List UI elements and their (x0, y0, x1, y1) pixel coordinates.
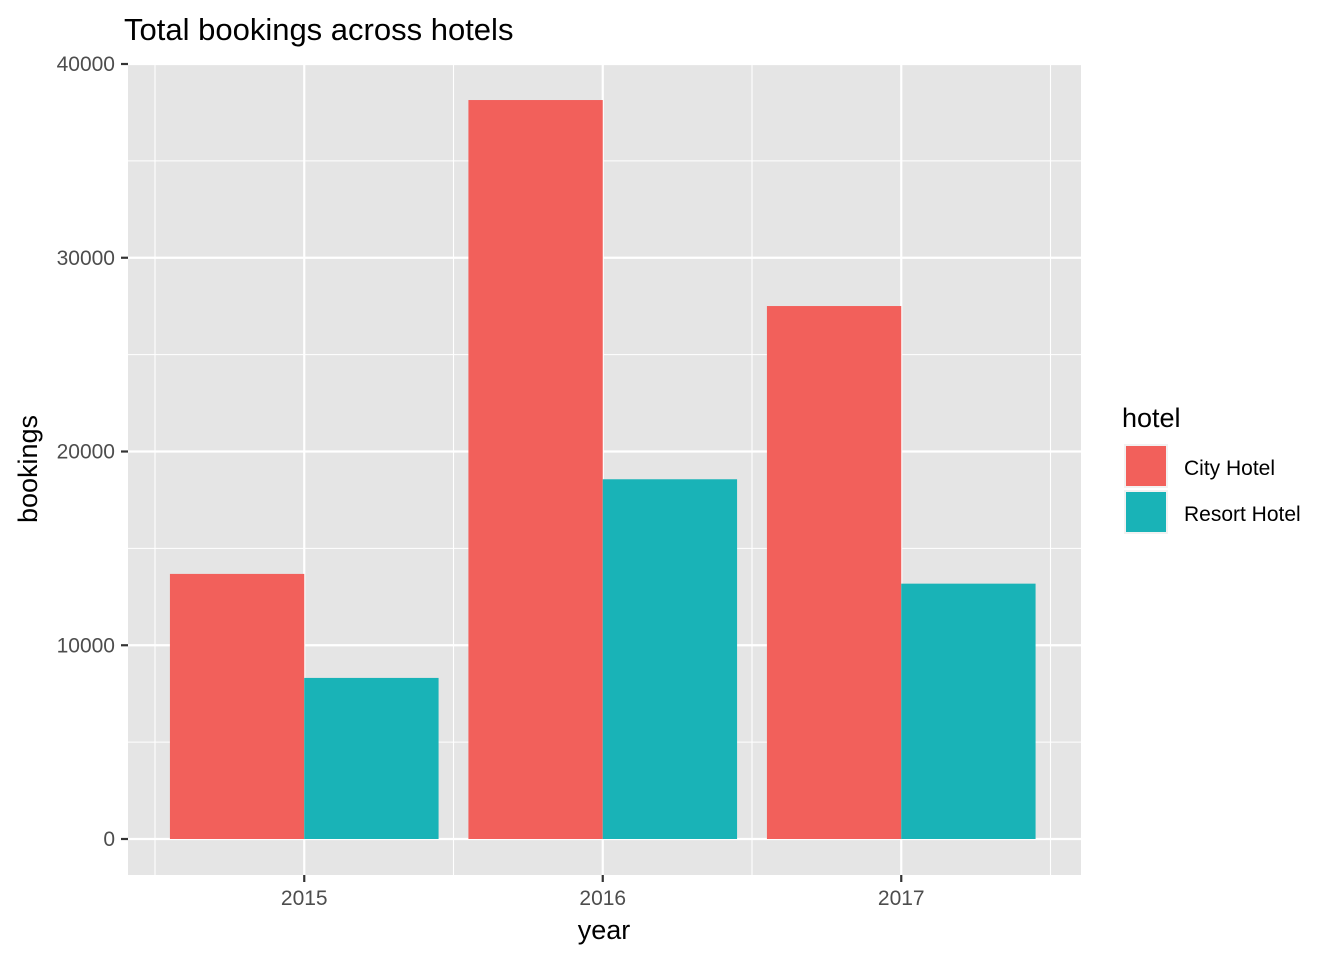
bar-city-hotel-2017 (766, 306, 902, 840)
bar-resort-hotel-2015 (304, 677, 439, 839)
y-axis-title: bookings (13, 415, 43, 523)
x-axis: 2015 2016 2017 (281, 875, 925, 910)
bar-city-hotel-2015 (169, 573, 305, 839)
legend-swatch (1126, 492, 1166, 532)
legend-label: Resort Hotel (1184, 503, 1301, 526)
chart-title: Total bookings across hotels (124, 12, 513, 47)
x-tick-label: 2015 (281, 887, 328, 910)
bar-resort-hotel-2016 (602, 479, 738, 839)
y-tick-label: 10000 (57, 634, 115, 657)
legend-title: hotel (1122, 403, 1181, 433)
y-tick-label: 20000 (57, 441, 115, 464)
legend-item-city-hotel: City Hotel (1124, 444, 1275, 488)
legend-item-resort-hotel: Resort Hotel (1124, 490, 1301, 534)
y-axis: 0 10000 20000 30000 40000 (57, 53, 128, 851)
y-tick-label: 30000 (57, 247, 115, 270)
legend: hotel City Hotel Resort Hotel (1122, 403, 1301, 534)
y-tick-label: 40000 (57, 53, 115, 76)
y-tick-label: 0 (103, 828, 115, 851)
x-tick-label: 2016 (579, 887, 626, 910)
legend-swatch (1126, 446, 1166, 486)
bar-city-hotel-2016 (468, 100, 603, 840)
x-tick-label: 2017 (878, 887, 925, 910)
legend-label: City Hotel (1184, 457, 1275, 480)
legend-items: City Hotel Resort Hotel (1124, 444, 1301, 534)
bar-resort-hotel-2017 (901, 583, 1036, 839)
x-axis-title: year (578, 915, 631, 945)
bars (169, 100, 1036, 840)
